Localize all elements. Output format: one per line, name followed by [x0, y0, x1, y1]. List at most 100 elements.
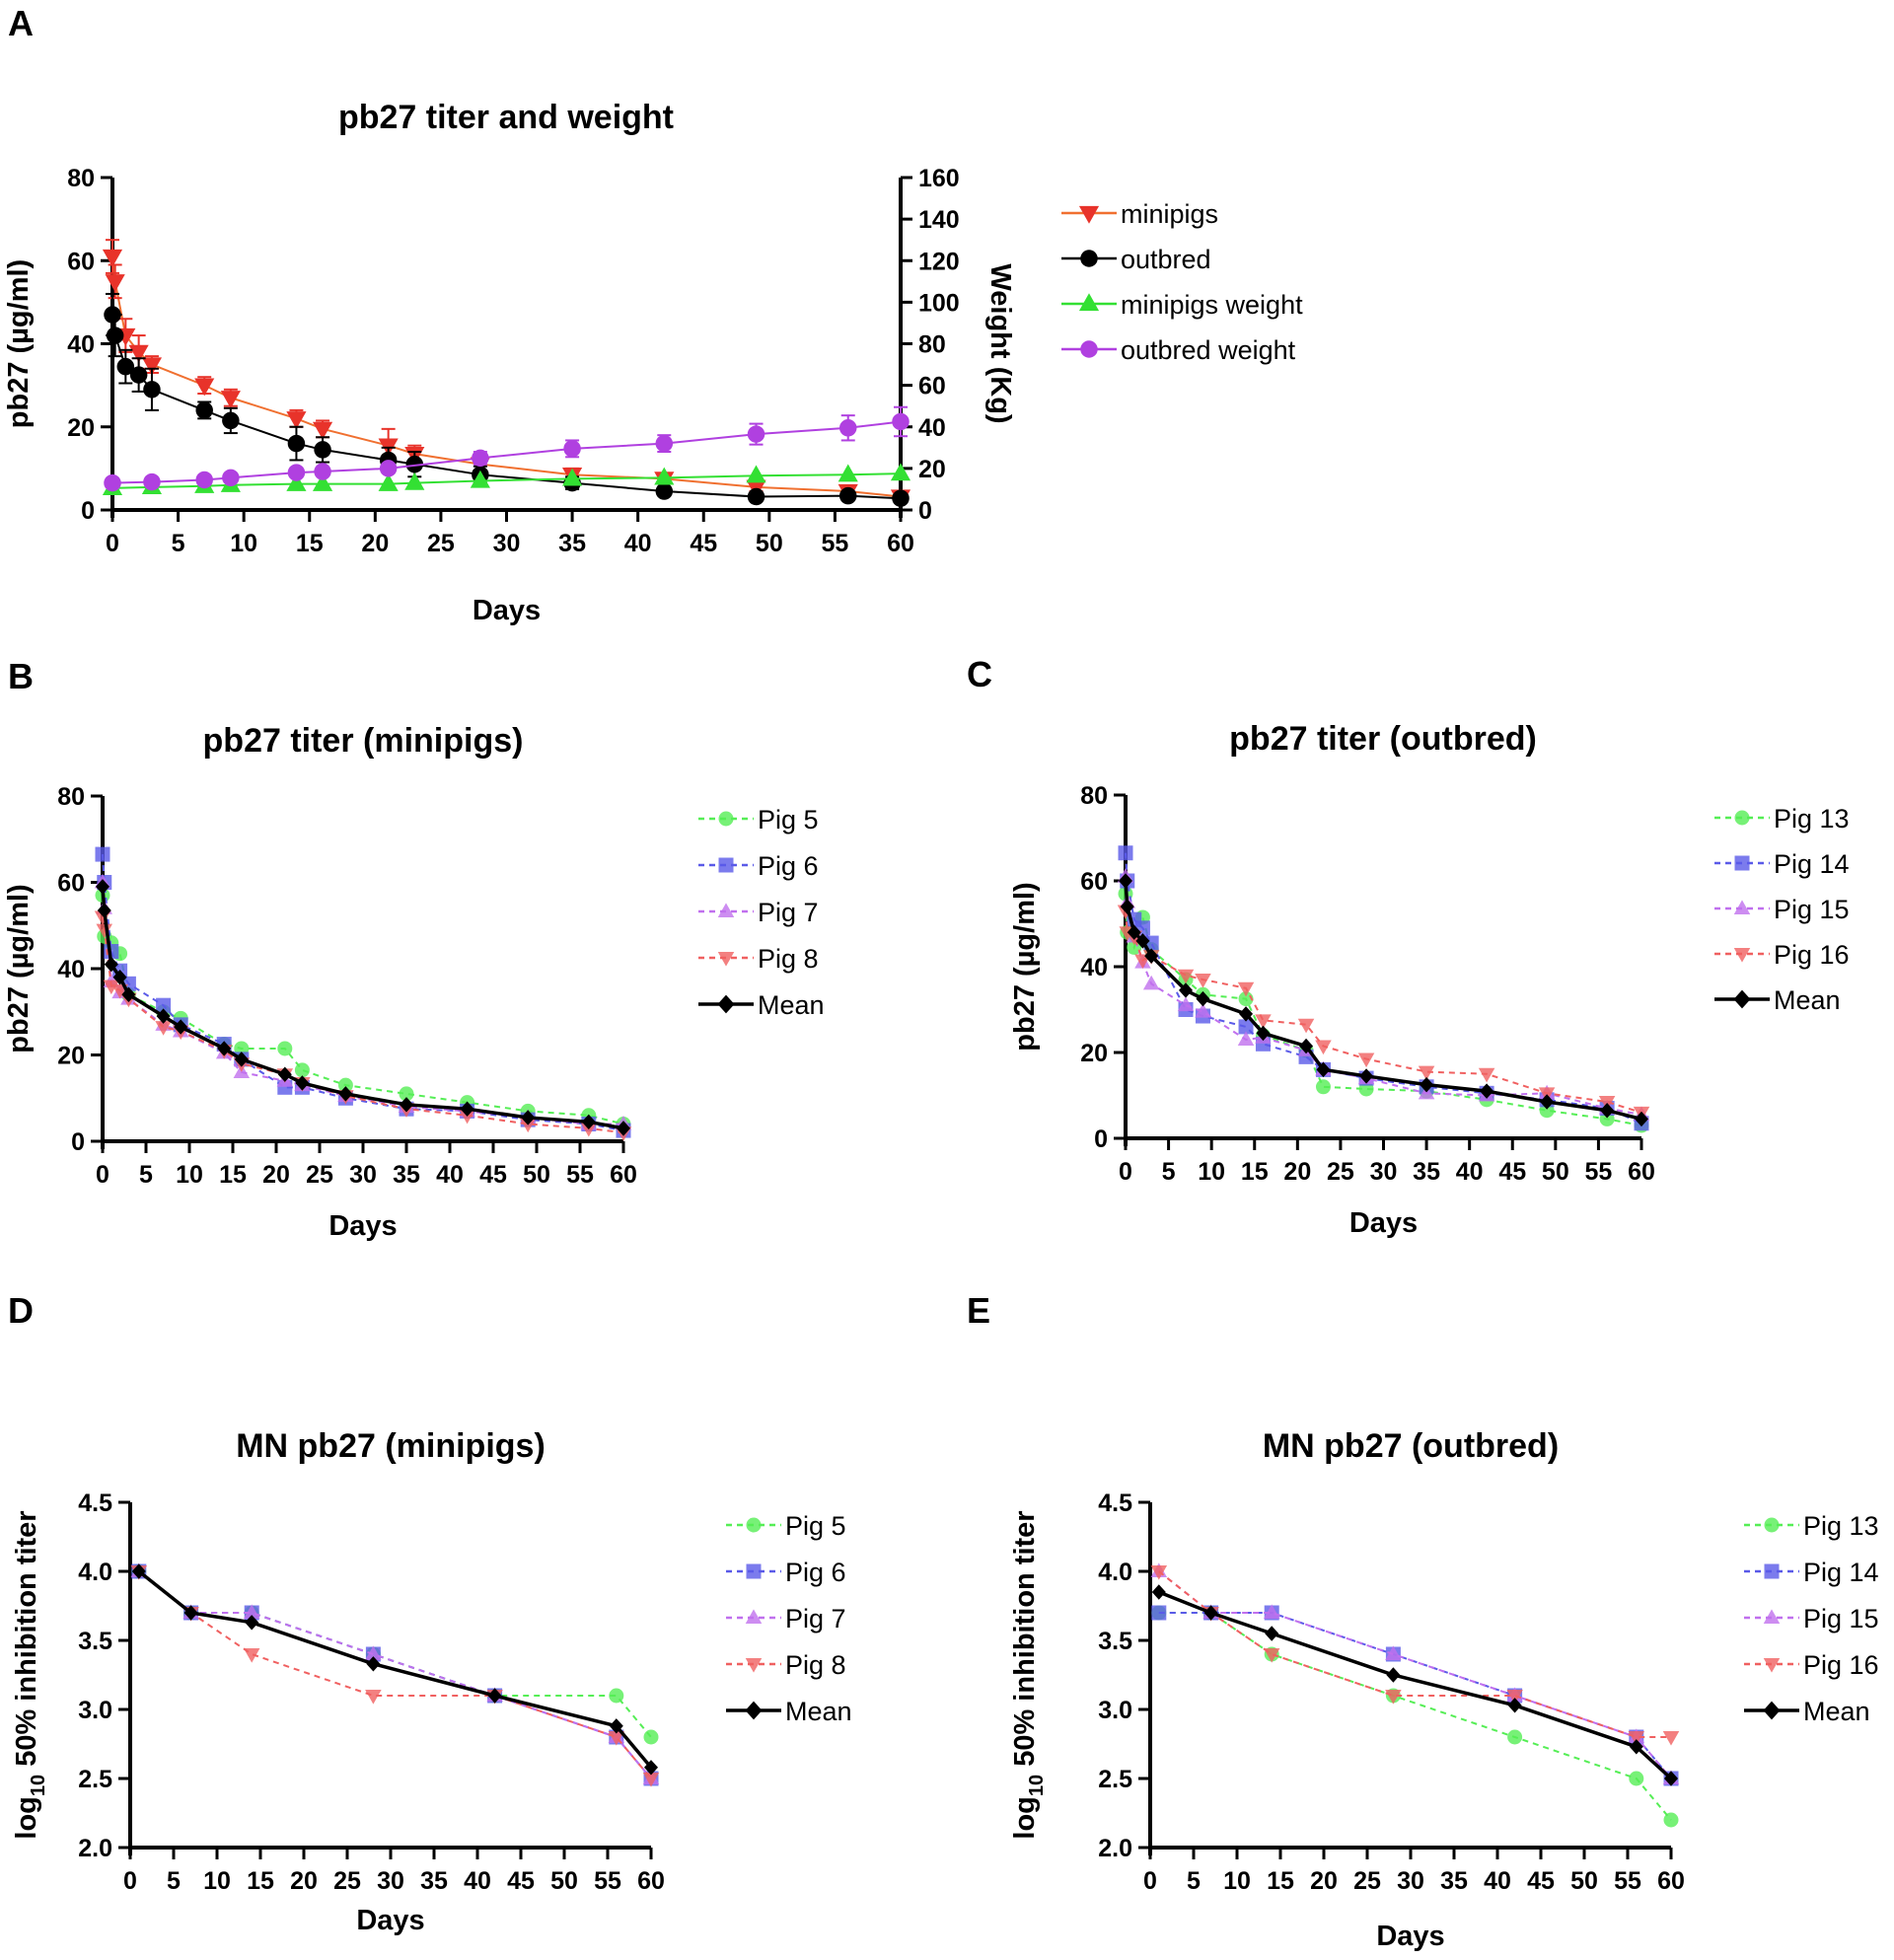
data-point: [1385, 1645, 1402, 1660]
legend-item-pig-7: Pig 7: [726, 1604, 846, 1633]
data-point: [95, 846, 110, 862]
data-point: [102, 249, 123, 267]
series-pig-5: [95, 888, 631, 1131]
legend-item-pig-5: Pig 5: [698, 805, 819, 835]
legend-marker: [1763, 1609, 1781, 1624]
y-tick-label: 80: [1080, 782, 1108, 810]
data-point: [580, 1122, 598, 1137]
x-tick-label: 60: [1628, 1158, 1655, 1186]
y-axis-label: pb27 (µg/ml): [3, 884, 35, 1053]
x-tick-label: 0: [1143, 1867, 1157, 1895]
data-point: [521, 1110, 536, 1125]
legend-marker: [718, 811, 734, 827]
legend-item-pig-14: Pig 14: [1714, 849, 1850, 879]
legend-item-mean: Mean: [1744, 1697, 1870, 1726]
x-tick-label: 20: [361, 530, 389, 557]
series-pig-8: [130, 1565, 660, 1787]
data-point: [95, 879, 110, 895]
legend-marker: [717, 994, 735, 1014]
data-point: [1506, 1690, 1523, 1705]
data-point: [1663, 1812, 1679, 1828]
data-point: [103, 980, 120, 995]
x-tick-label: 10: [230, 530, 257, 557]
data-point: [892, 412, 910, 431]
x-tick-label: 35: [393, 1161, 420, 1189]
data-point: [174, 1019, 188, 1035]
legend-item-pig-14: Pig 14: [1744, 1558, 1879, 1587]
x-tick-label: 60: [637, 1867, 665, 1895]
data-point: [1238, 1019, 1254, 1035]
legend-label: Pig 7: [758, 898, 819, 927]
data-point: [312, 421, 333, 440]
y-tick-label: 20: [57, 1043, 85, 1070]
y2-tick-label: 40: [918, 414, 946, 442]
legend-label: Pig 7: [785, 1604, 846, 1633]
y-tick-label: 2.0: [78, 1835, 112, 1862]
panel-d: D MN pb27 (minipigs) 0 5 10 15 20 25 30 35 40 45 50 5…: [8, 1290, 852, 1936]
legend-label: outbred weight: [1121, 335, 1296, 365]
series-line: [137, 1569, 653, 1769]
legend-marker: [1763, 1658, 1781, 1673]
data-point: [1359, 1068, 1374, 1084]
data-point: [1540, 1094, 1555, 1110]
series-mean: [1118, 873, 1649, 1127]
x-tick-label: 40: [1484, 1867, 1511, 1895]
data-point: [220, 391, 241, 408]
data-point: [399, 1086, 414, 1102]
data-point: [121, 986, 136, 1002]
series-pig-16: [1150, 1565, 1680, 1746]
y-axis-label: pb27 (µg/ml): [3, 259, 35, 428]
data-point: [1127, 924, 1141, 940]
series-minipigs: [102, 239, 911, 508]
x-tick-label: 5: [167, 1867, 181, 1895]
legend-label: Pig 8: [785, 1650, 846, 1680]
legend-marker: [1764, 1563, 1780, 1579]
legend-marker: [1078, 205, 1100, 224]
x-tick-label: 20: [262, 1161, 290, 1189]
y-tick-label: 40: [57, 956, 85, 983]
x-tick-label: 55: [594, 1867, 621, 1895]
data-point: [1265, 1626, 1279, 1641]
x-tick-label: 20: [1310, 1867, 1338, 1895]
data-point: [378, 472, 399, 491]
legend-label: Pig 5: [758, 805, 819, 835]
data-point: [1195, 974, 1211, 988]
legend-label: Pig 13: [1774, 804, 1850, 834]
data-point: [141, 357, 163, 376]
y-tick-label: 3.0: [78, 1697, 112, 1724]
x-tick-label: 25: [1353, 1867, 1381, 1895]
data-point: [460, 1101, 474, 1117]
series-line: [102, 882, 623, 1125]
legend-marker: [717, 903, 735, 917]
data-point: [459, 1109, 475, 1125]
x-tick-label: 40: [1456, 1158, 1484, 1186]
legend-item-mean: Mean: [726, 1697, 852, 1726]
y-tick-label: 2.5: [78, 1766, 112, 1793]
y-tick-label: 0: [71, 1128, 85, 1156]
data-point: [1478, 1067, 1495, 1083]
data-point: [1195, 1003, 1211, 1018]
x-tick-label: 10: [1223, 1867, 1251, 1895]
data-point: [1385, 1690, 1402, 1705]
x-tick-label: 5: [1187, 1867, 1201, 1895]
data-point: [217, 1041, 232, 1056]
series-line: [101, 886, 624, 1130]
data-point: [1418, 1065, 1435, 1081]
data-point: [1142, 975, 1160, 990]
panel-label: D: [8, 1290, 34, 1331]
data-point: [1507, 1729, 1523, 1745]
x-tick-label: 10: [203, 1867, 231, 1895]
series-mean: [95, 879, 631, 1136]
data-point: [1237, 1031, 1255, 1046]
legend-marker: [718, 857, 734, 873]
legend-item-pig-6: Pig 6: [698, 851, 819, 881]
legend-item-pig-5: Pig 5: [726, 1511, 846, 1541]
data-point: [399, 1097, 414, 1113]
legend-marker: [1080, 250, 1098, 267]
y-tick-label: 2.5: [1098, 1766, 1132, 1793]
x-tick-label: 0: [96, 1161, 109, 1189]
y-tick-label: 3.5: [1098, 1628, 1132, 1655]
data-point: [338, 1086, 353, 1102]
data-point: [655, 482, 674, 500]
legend-marker: [745, 1658, 763, 1673]
